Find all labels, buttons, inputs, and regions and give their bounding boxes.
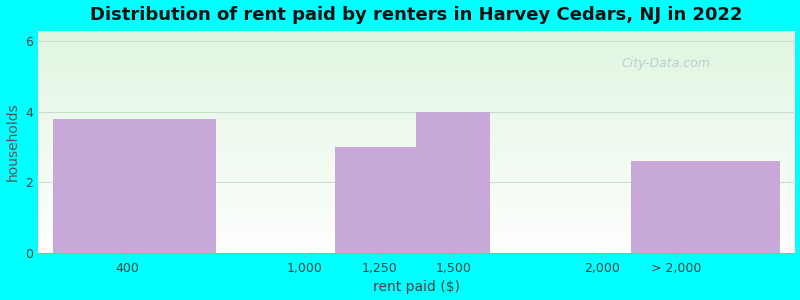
Bar [334, 147, 416, 253]
Y-axis label: households: households [6, 102, 19, 181]
Bar [53, 119, 216, 253]
X-axis label: rent paid ($): rent paid ($) [373, 280, 460, 294]
Bar [631, 161, 780, 253]
Text: City-Data.com: City-Data.com [622, 57, 710, 70]
Bar [416, 112, 490, 253]
Title: Distribution of rent paid by renters in Harvey Cedars, NJ in 2022: Distribution of rent paid by renters in … [90, 6, 742, 24]
